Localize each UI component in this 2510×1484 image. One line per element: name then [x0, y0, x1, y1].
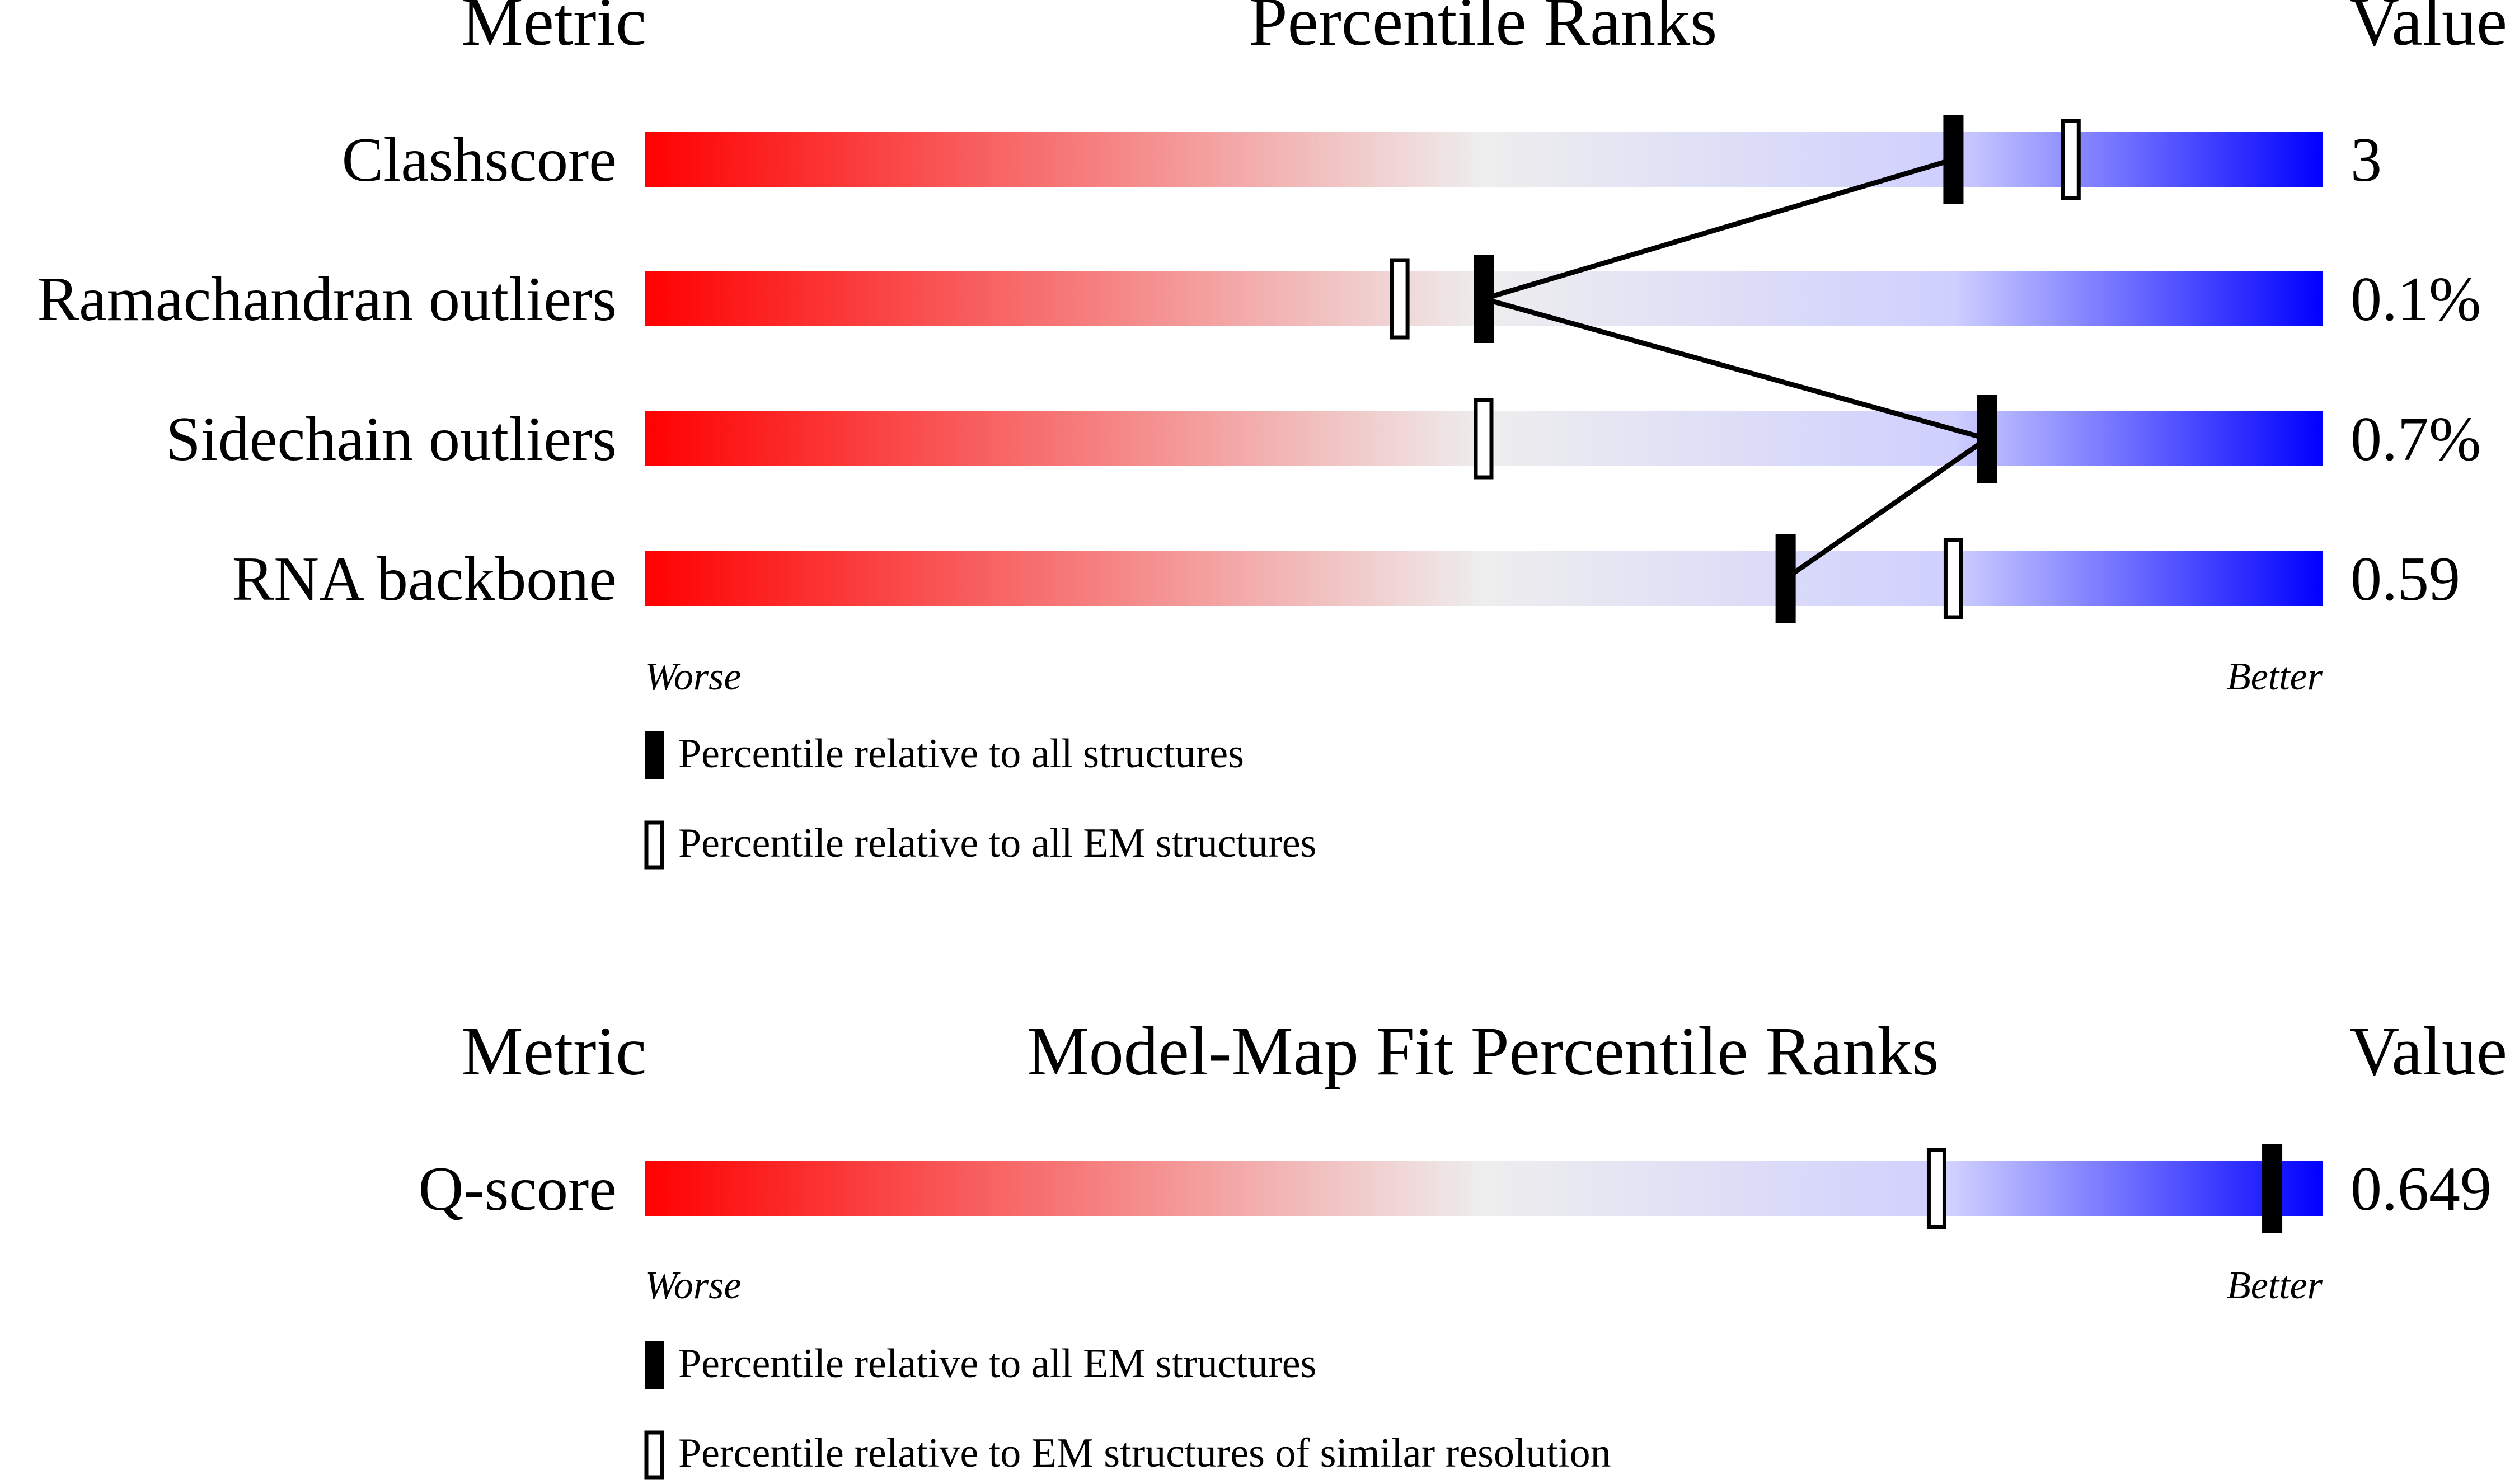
metric-label: RNA backbone	[232, 544, 617, 614]
metric-value: 0.59	[2351, 544, 2460, 614]
legend-item: Percentile relative to all EM structures	[645, 1341, 1316, 1389]
metric-row: Clashscore 3	[342, 125, 2382, 195]
open-marker	[1926, 1148, 1946, 1229]
worse-label: Worse	[645, 1264, 741, 1307]
rank-connector-line	[1474, 157, 1993, 581]
open-marker	[1390, 258, 1410, 340]
value-header: Value	[2349, 1013, 2507, 1089]
metric-row: RNA backbone 0.59	[232, 544, 2460, 614]
section-1: Metric Percentile Ranks Value Clashscore 3 Ra…	[37, 0, 2507, 870]
filled-marker	[2262, 1144, 2283, 1233]
open-marker	[1474, 398, 1494, 480]
legend-item: Percentile relative to all EM structures	[644, 820, 1316, 870]
filled-marker	[1977, 395, 1997, 483]
worse-label: Worse	[645, 655, 741, 698]
metric-value: 3	[2351, 125, 2382, 195]
legend-item: Percentile relative to all structures	[645, 731, 1244, 779]
metric-label: Sidechain outliers	[166, 405, 617, 474]
metric-row: Q-score 0.649	[419, 1154, 2492, 1224]
legend-open-marker	[644, 1430, 664, 1480]
metric-value: 0.649	[2351, 1154, 2492, 1224]
metric-value: 0.7%	[2351, 405, 2481, 474]
open-marker	[2061, 119, 2081, 200]
better-label: Better	[2227, 1264, 2323, 1307]
legend-label: Percentile relative to EM structures of …	[678, 1430, 1611, 1476]
open-marker	[1943, 538, 1963, 619]
chart-title: Percentile Ranks	[1249, 0, 1718, 60]
metric-row: Ramachandran outliers 0.1%	[37, 265, 2481, 334]
legend-label: Percentile relative to all EM structures	[678, 1341, 1316, 1387]
chart-title: Model-Map Fit Percentile Ranks	[1028, 1013, 1939, 1089]
value-header: Value	[2349, 0, 2507, 60]
percentile-bar	[645, 1161, 2323, 1216]
metric-label: Clashscore	[342, 125, 617, 195]
percentile-bar	[645, 132, 2323, 187]
metric-header: Metric	[461, 0, 646, 60]
better-label: Better	[2227, 655, 2323, 698]
metric-label: Q-score	[419, 1154, 617, 1224]
legend-filled-marker	[645, 1341, 664, 1389]
metric-value: 0.1%	[2351, 265, 2481, 334]
metric-row: Sidechain outliers 0.7%	[166, 405, 2481, 474]
metric-header: Metric	[461, 1013, 646, 1089]
metric-label: Ramachandran outliers	[37, 265, 617, 334]
filled-marker	[1775, 534, 1796, 623]
legend-item: Percentile relative to EM structures of …	[644, 1430, 1611, 1480]
filled-marker	[1943, 115, 1964, 204]
section-2: Metric Model-Map Fit Percentile Ranks Valu…	[419, 1013, 2507, 1480]
percentile-bar	[645, 551, 2323, 606]
legend-open-marker	[644, 820, 664, 870]
legend-filled-marker	[645, 731, 664, 779]
legend-label: Percentile relative to all structures	[678, 731, 1244, 777]
legend-label: Percentile relative to all EM structures	[678, 820, 1316, 866]
filled-marker	[1474, 255, 1494, 343]
